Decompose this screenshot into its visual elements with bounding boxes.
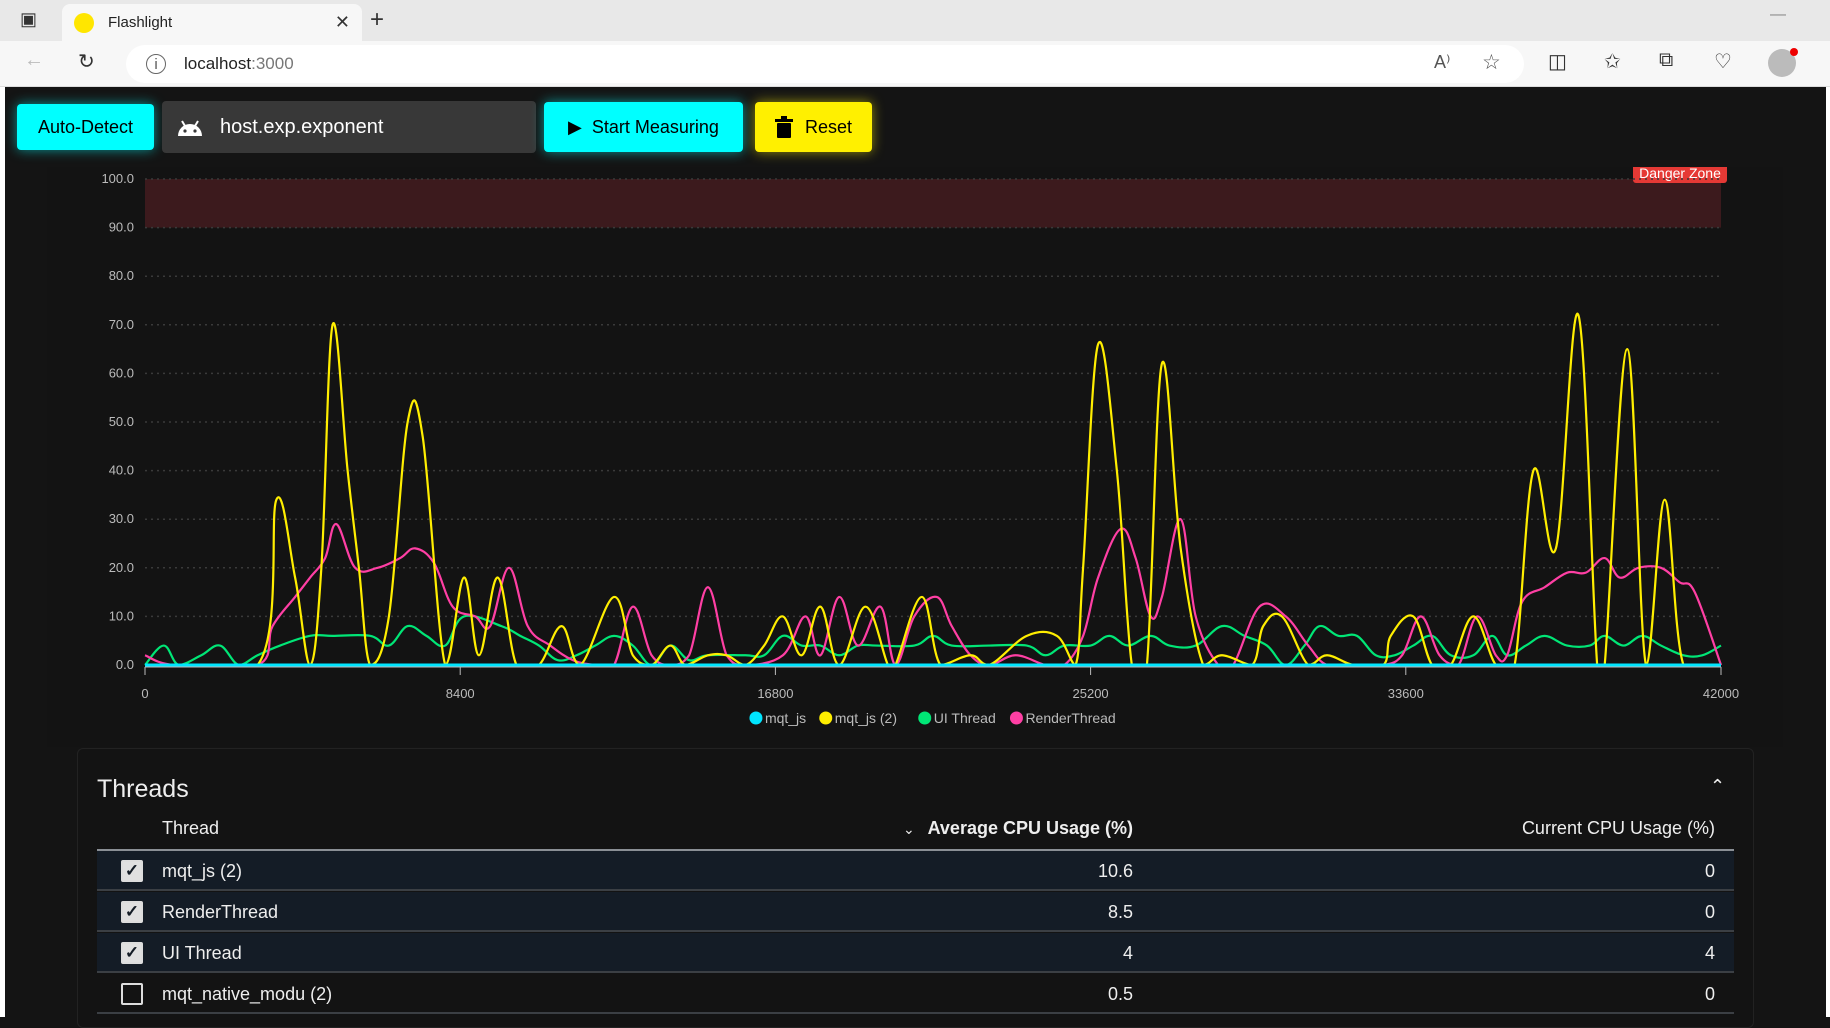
start-measuring-button[interactable]: ▶ Start Measuring [544, 102, 743, 152]
average-cpu: 4 [1122, 943, 1133, 963]
thread-name: RenderThread [162, 902, 279, 922]
y-tick-label: 70.0 [109, 317, 134, 332]
danger-zone-band [145, 179, 1721, 228]
table-row[interactable]: mqt_native_modu (2) 0.5 0 [97, 974, 1734, 1014]
x-tick-label: 33600 [1388, 686, 1424, 701]
play-icon: ▶ [568, 116, 582, 137]
sidebar-icon[interactable]: ▣ [20, 9, 38, 29]
column-header-current-cpu[interactable]: Current CPU Usage (%) [1521, 818, 1715, 838]
collections-icon[interactable]: ⧉ [1659, 49, 1674, 71]
table-row[interactable]: ✓ UI Thread 4 4 [97, 933, 1734, 973]
legend-marker [1009, 711, 1023, 725]
favorites-icon[interactable]: ✩ [1604, 51, 1621, 73]
address-bar: ← ↻ i localhost:3000 A⁾ ☆ ◫ ✩ ⧉ ♡ [0, 41, 1830, 87]
legend-marker [749, 711, 763, 725]
health-icon[interactable]: ♡ [1714, 51, 1732, 73]
plus-icon[interactable]: + [370, 6, 385, 33]
y-tick-label: 90.0 [109, 220, 134, 235]
row-checkbox[interactable]: ✓ [121, 901, 143, 923]
url-input[interactable]: i localhost:3000 A⁾ ☆ [126, 45, 1524, 83]
android-icon [178, 120, 202, 136]
legend-label: RenderThread [1025, 710, 1115, 726]
y-tick-label: 60.0 [109, 365, 134, 380]
average-cpu: 10.6 [1097, 861, 1133, 881]
x-tick-label: 16800 [757, 686, 793, 701]
danger-zone-badge [1633, 163, 1727, 183]
current-cpu: 0 [1704, 984, 1715, 1004]
x-tick-label: 25200 [1073, 686, 1109, 701]
device-app-input[interactable]: host.exp.exponent [162, 101, 536, 153]
thread-name: mqt_native_modu (2) [162, 984, 333, 1004]
column-header-average-cpu[interactable]: Average CPU Usage (%) [927, 818, 1133, 838]
minimize-icon[interactable]: — [1770, 6, 1786, 23]
read-aloud-icon[interactable]: A⁾ [1434, 52, 1451, 72]
y-tick-label: 20.0 [109, 560, 134, 575]
table-header-divider [97, 849, 1734, 851]
x-tick-label: 8400 [446, 686, 475, 701]
reset-label: Reset [804, 116, 853, 137]
series-line-mqt_js-2- [145, 312, 1721, 667]
legend-marker [918, 711, 932, 725]
table-row[interactable]: ✓ RenderThread 8.5 0 [97, 892, 1734, 932]
legend-label: UI Thread [934, 710, 996, 726]
browser-tab[interactable]: Flashlight ✕ [62, 4, 362, 41]
back-icon[interactable]: ← [24, 49, 44, 71]
url-host: localhost [184, 54, 252, 73]
threads-title: Threads [97, 775, 189, 803]
url-port: :3000 [251, 54, 294, 73]
cpu-usage-chart: Danger Zone 0.0 10.0 20.0 30.0 40.0 50.0 60.0 70… [101, 163, 1739, 726]
current-cpu: 0 [1704, 902, 1715, 922]
series-line-renderthread [144, 518, 1723, 667]
y-tick-label: 80.0 [109, 268, 134, 283]
average-cpu: 0.5 [1107, 984, 1133, 1004]
legend-marker [819, 711, 833, 725]
close-icon[interactable]: ✕ [334, 12, 350, 32]
y-tick-label: 50.0 [109, 414, 134, 429]
auto-detect-button[interactable]: Auto-Detect [17, 104, 154, 150]
average-cpu: 8.5 [1107, 902, 1133, 922]
table-row[interactable]: ✓ mqt_js (2) 10.6 0 [97, 851, 1734, 891]
device-bundle-id: host.exp.exponent [220, 115, 384, 138]
reset-button[interactable]: Reset [755, 102, 872, 152]
row-checkbox[interactable]: ✓ [121, 860, 143, 882]
trash-icon [774, 116, 793, 138]
legend-label: mqt_js [765, 710, 806, 726]
thread-name: mqt_js (2) [162, 861, 243, 881]
column-header-thread[interactable]: Thread [162, 818, 220, 838]
flashlight-favicon-icon [74, 12, 94, 33]
info-icon[interactable]: i [146, 54, 166, 74]
scrollbar[interactable] [1826, 87, 1830, 1017]
y-tick-label: 30.0 [109, 511, 134, 526]
series-line-ui-thread [144, 614, 1722, 667]
row-checkbox[interactable] [121, 983, 143, 1005]
split-screen-icon[interactable]: ◫ [1548, 51, 1567, 73]
x-tick-label: 42000 [1703, 686, 1739, 701]
x-tick-label: 0 [141, 686, 148, 701]
legend-label: mqt_js (2) [835, 710, 897, 726]
tab-title: Flashlight [108, 14, 173, 31]
browser-tab-bar: ▣ Flashlight ✕ + — [0, 0, 1830, 41]
start-measuring-label: Start Measuring [591, 116, 719, 137]
notification-dot [1790, 48, 1798, 56]
chart-card: Danger Zone 0.0 10.0 20.0 30.0 40.0 50.0 60.0 70… [47, 87, 1783, 747]
current-cpu: 0 [1704, 861, 1715, 881]
sort-chevron-down-icon[interactable]: ⌄ [903, 821, 915, 837]
y-tick-label: 40.0 [109, 463, 134, 478]
thread-name: UI Thread [162, 943, 242, 963]
window-edge [0, 87, 5, 1017]
collapse-chevron-icon[interactable]: ⌃ [1710, 776, 1726, 796]
reload-icon[interactable]: ↻ [78, 51, 95, 73]
y-tick-label: 10.0 [109, 608, 134, 623]
y-tick-label: 100.0 [101, 171, 134, 186]
row-checkbox[interactable]: ✓ [121, 942, 143, 964]
current-cpu: 4 [1704, 943, 1715, 963]
favorite-icon[interactable]: ☆ [1482, 51, 1501, 74]
y-tick-label: 0.0 [116, 657, 134, 672]
danger-zone-label: Danger Zone [1639, 165, 1721, 181]
